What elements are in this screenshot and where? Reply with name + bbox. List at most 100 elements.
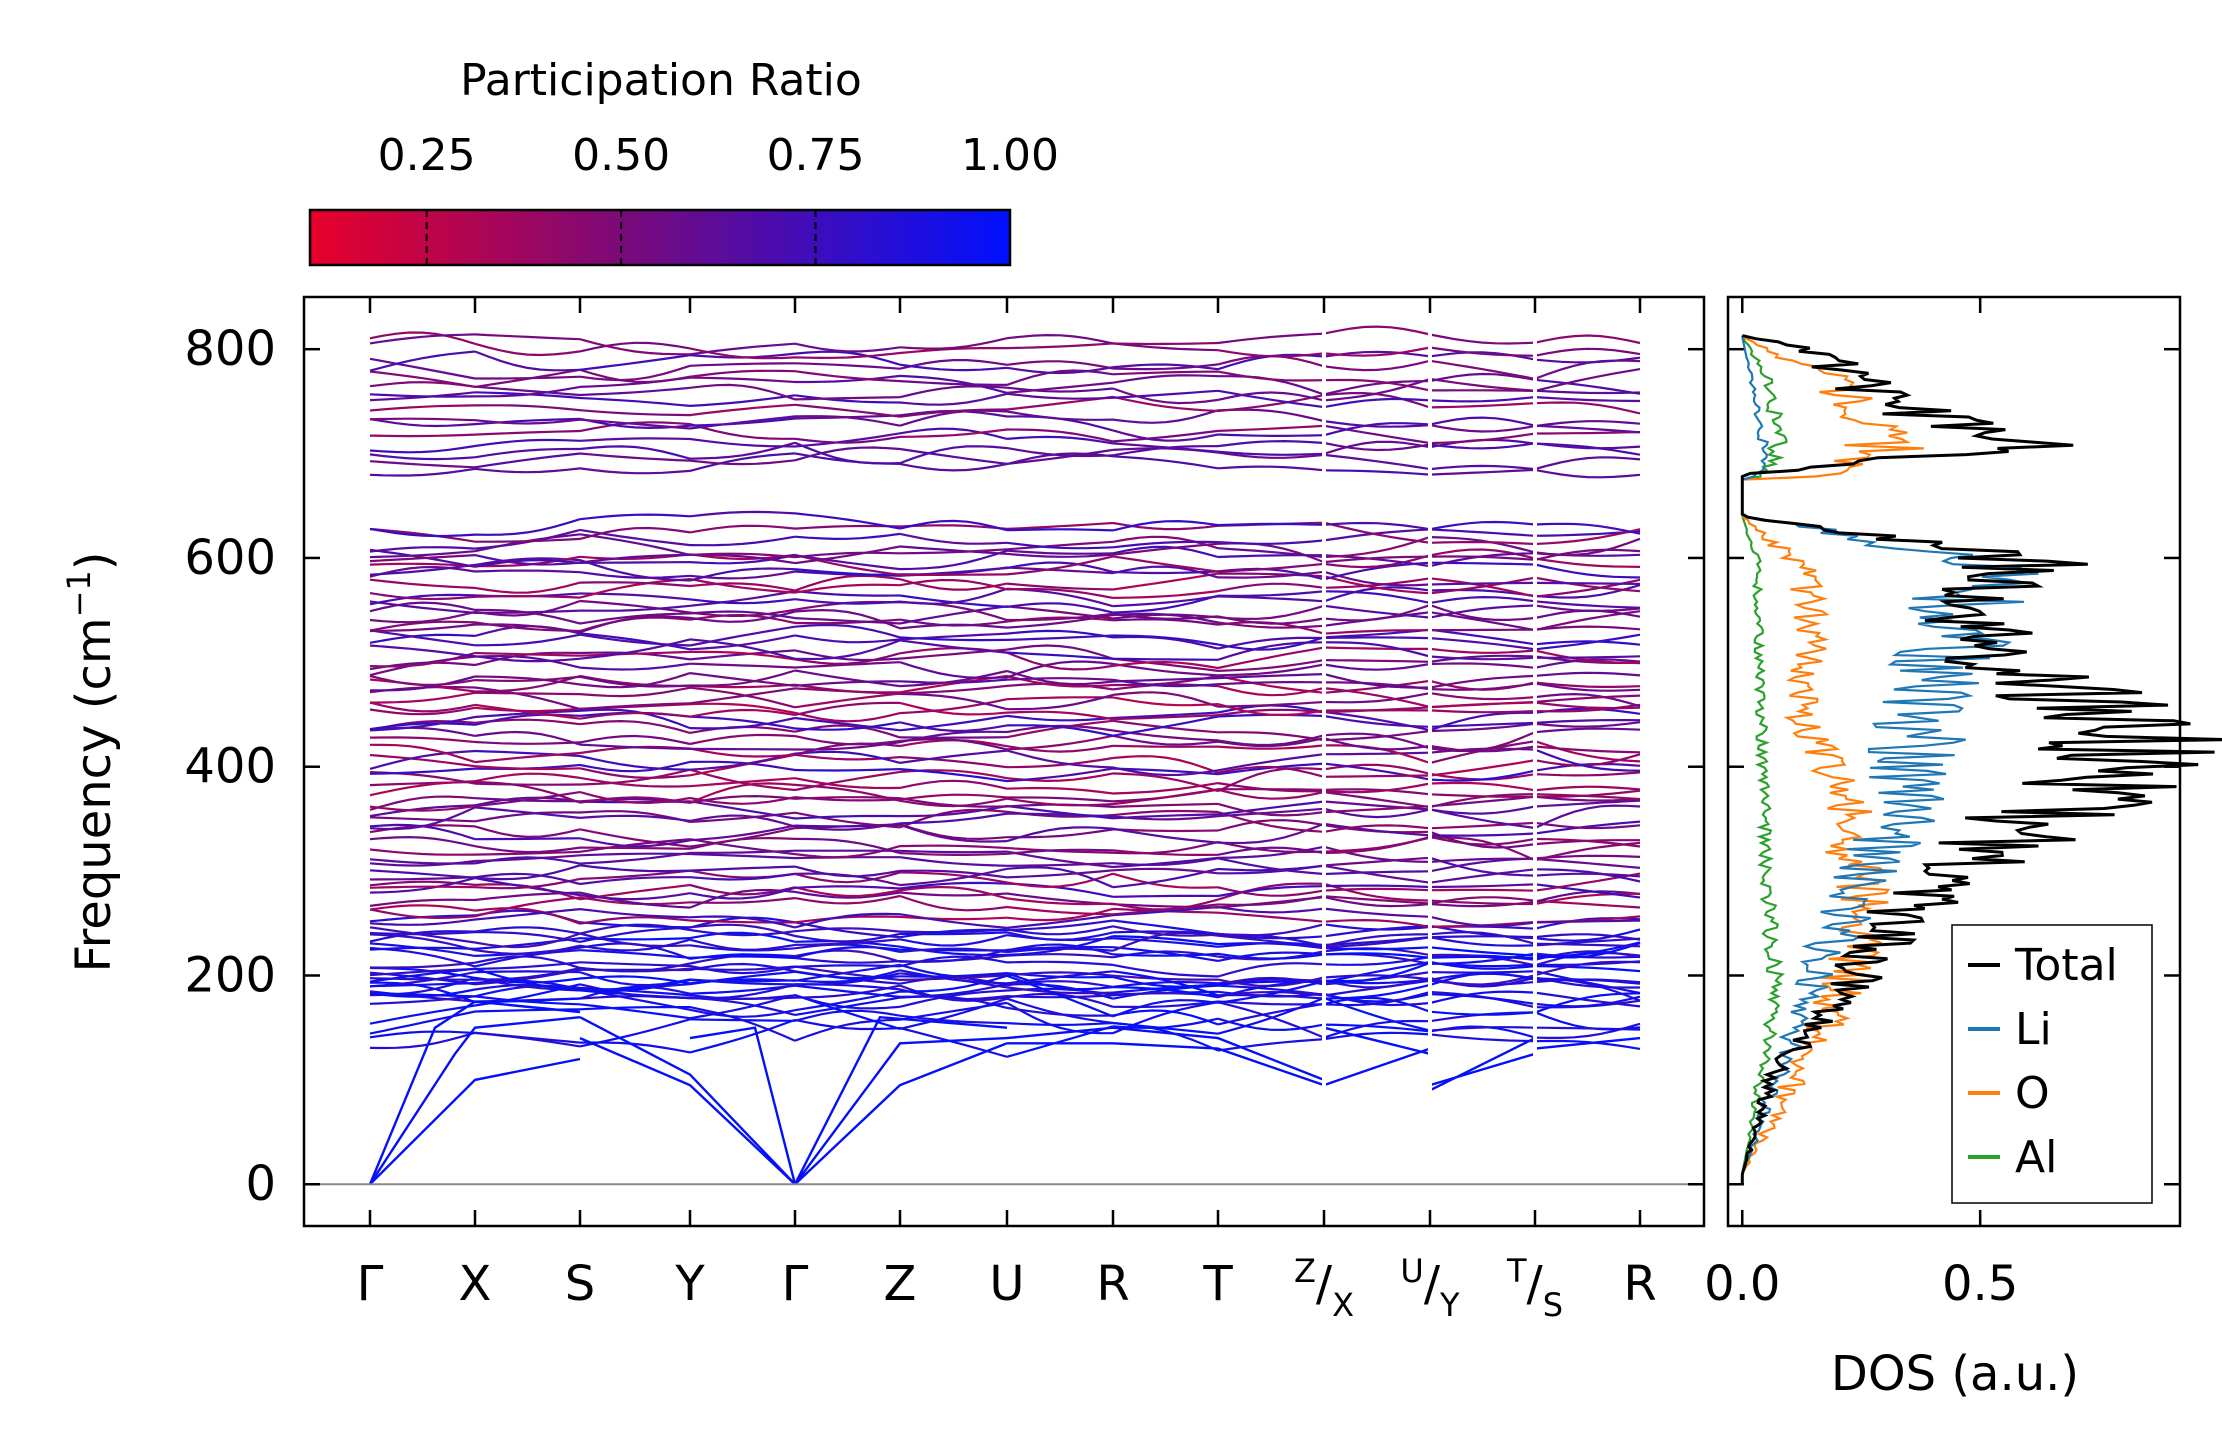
band-line — [1112, 788, 1219, 806]
band-line — [579, 760, 691, 773]
band-line — [1112, 856, 1219, 869]
band-line — [794, 885, 901, 890]
band-line — [899, 462, 1008, 472]
band-line — [689, 415, 796, 430]
band-line — [794, 915, 901, 924]
band-line — [899, 852, 1008, 856]
band-line — [794, 545, 901, 565]
band-line — [369, 633, 476, 644]
band-line — [1006, 734, 1114, 751]
band-line — [1534, 557, 1641, 568]
band-line — [1217, 465, 1325, 472]
band-line — [579, 838, 691, 853]
band-line — [689, 923, 796, 938]
band-line — [1323, 1031, 1431, 1041]
band-line — [899, 995, 1008, 1009]
band-line — [1534, 960, 1641, 966]
band-line — [689, 838, 796, 856]
band-line — [474, 342, 581, 357]
band-line — [1112, 986, 1219, 999]
colorbar-tick-label: 0.50 — [572, 130, 670, 181]
band-line — [1430, 389, 1536, 392]
band-line — [1323, 641, 1431, 658]
band-line — [899, 808, 1008, 829]
dos-series-o — [1741, 334, 1924, 1185]
band-line — [689, 931, 796, 943]
band-line — [689, 752, 796, 771]
band-line — [1323, 884, 1431, 889]
band-line — [474, 944, 581, 956]
band-line — [899, 812, 1008, 825]
band-line — [369, 991, 476, 998]
band-line — [1112, 930, 1219, 935]
band-line — [1323, 887, 1431, 892]
band-line — [1217, 802, 1325, 817]
band-line — [474, 796, 581, 807]
band-line — [1534, 528, 1641, 546]
band-line — [899, 532, 1008, 545]
band-line — [1217, 810, 1325, 833]
band-line — [1323, 763, 1431, 775]
band-line — [579, 908, 691, 919]
band-line — [579, 1018, 691, 1048]
band-line — [1112, 925, 1219, 937]
band-line — [579, 743, 691, 750]
band-line — [794, 512, 901, 530]
k-label: Z/X — [1294, 1252, 1354, 1324]
dos-panel: 0.0 0.5 DOS (a.u.) Total Li O Al — [1704, 295, 2222, 1402]
band-line — [794, 692, 901, 709]
band-line — [474, 595, 581, 599]
band-line — [689, 423, 795, 440]
band-line — [689, 649, 796, 661]
band-line — [369, 562, 476, 568]
k-label: Z — [884, 1256, 917, 1312]
band-line — [794, 683, 900, 694]
band-line — [899, 738, 1008, 751]
band-line — [899, 931, 1008, 936]
band-line — [1429, 744, 1536, 753]
band-line — [1323, 469, 1431, 476]
band-line — [794, 396, 901, 401]
band-line — [1112, 828, 1219, 833]
band-line — [369, 967, 476, 983]
band-line — [1323, 960, 1431, 984]
band-line — [899, 578, 1008, 591]
band-line — [579, 983, 691, 992]
band-line — [369, 877, 476, 894]
band-line — [1217, 942, 1325, 948]
band-line — [1217, 734, 1325, 747]
band-line — [1112, 872, 1219, 889]
y-tick-label: 400 — [184, 739, 276, 795]
band-line — [369, 706, 476, 716]
band-line — [1323, 346, 1431, 357]
band-line — [1006, 552, 1114, 558]
y-tick-label: 200 — [184, 947, 276, 1003]
band-line — [899, 385, 1008, 399]
band-line — [579, 437, 691, 442]
band-line — [370, 675, 476, 692]
band-line — [1006, 381, 1114, 394]
band-line — [1429, 377, 1536, 392]
band-line — [1429, 628, 1536, 632]
band-line — [1006, 866, 1114, 889]
band-line — [1323, 377, 1431, 402]
band-line — [474, 633, 581, 647]
band-line — [794, 554, 901, 571]
band-line — [899, 701, 1008, 716]
band-line — [579, 633, 691, 647]
acoustic-branch — [1323, 1026, 1431, 1055]
band-line — [579, 1003, 691, 1020]
band-line — [1534, 991, 1641, 1008]
band-line — [1429, 805, 1536, 815]
band-line — [474, 452, 581, 469]
band-line — [579, 452, 691, 462]
band-line — [1323, 555, 1431, 564]
band-line — [1112, 660, 1219, 670]
band-line — [1112, 975, 1219, 988]
band-line — [1006, 528, 1114, 532]
band-line — [1429, 1033, 1536, 1043]
band-line — [794, 551, 901, 559]
band-line — [689, 865, 796, 872]
band-line — [899, 594, 1008, 608]
band-line — [1534, 942, 1641, 948]
